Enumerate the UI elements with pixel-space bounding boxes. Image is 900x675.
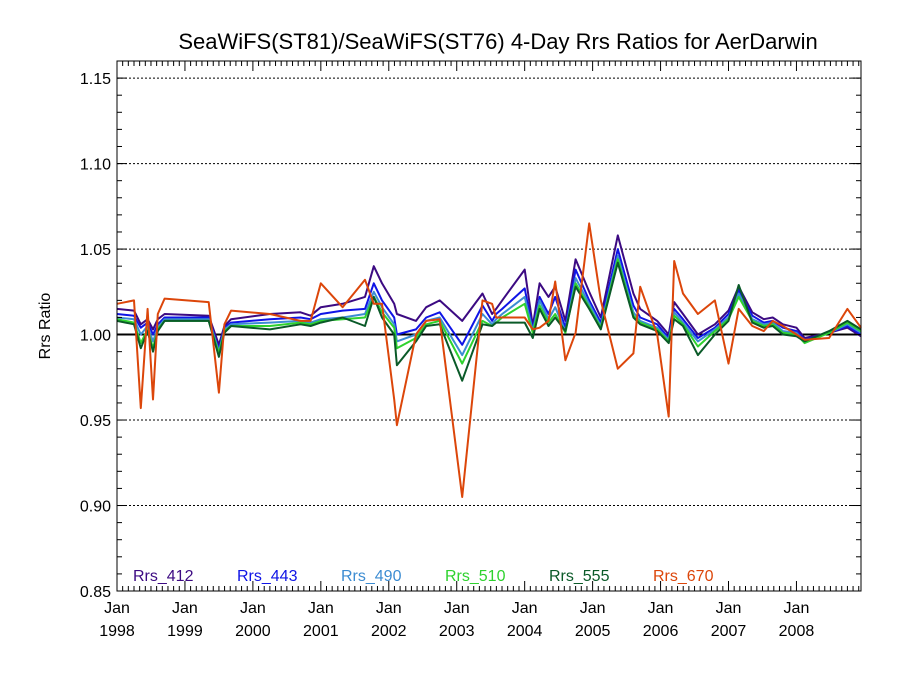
y-tick-label: 1.15 (80, 71, 111, 88)
y-tick-label: 0.95 (80, 413, 111, 430)
legend-entry-rrs-555: Rrs_555 (549, 568, 610, 585)
x-tick-label-year: 2003 (439, 623, 475, 640)
x-tick-label-year: 2001 (303, 623, 339, 640)
legend-entry-rrs-412: Rrs_412 (133, 568, 194, 585)
x-tick-label-month: Jan (308, 600, 334, 617)
series-line-rrs-555 (116, 261, 862, 382)
y-tick-label: 0.90 (80, 499, 111, 516)
x-tick-label-year: 2005 (575, 623, 611, 640)
x-tick-label-year: 1998 (99, 623, 135, 640)
x-tick-label-month: Jan (512, 600, 538, 617)
x-tick-label-year: 2006 (643, 623, 679, 640)
x-tick-label-month: Jan (444, 600, 470, 617)
y-axis-label: Rrs Ratio (37, 293, 54, 360)
series-lines (116, 222, 862, 498)
chart-title: SeaWiFS(ST81)/SeaWiFS(ST76) 4-Day Rrs Ra… (178, 29, 817, 54)
legend-entry-rrs-670: Rrs_670 (653, 568, 714, 585)
y-tick-label: 1.05 (80, 242, 111, 259)
series-line-rrs-670 (116, 222, 862, 498)
x-tick-label-month: Jan (104, 600, 130, 617)
x-tick-label-month: Jan (580, 600, 606, 617)
gridlines (117, 77, 861, 507)
x-tick-label-year: 2008 (779, 623, 815, 640)
x-tick-label-month: Jan (376, 600, 402, 617)
legend: Rrs_412 Rrs_443 Rrs_490 Rrs_510 Rrs_555 Rrs_6… (133, 568, 714, 585)
x-tick-label-year: 2007 (711, 623, 747, 640)
x-tick-labels: Jan 1998 Jan 1999 Jan 2000 Jan 2001 Jan 2002 Jan 20… (99, 600, 814, 640)
x-tick-label-year: 1999 (167, 623, 203, 640)
x-tick-label-year: 2000 (235, 623, 271, 640)
x-tick-label-month: Jan (172, 600, 198, 617)
legend-entry-rrs-510: Rrs_510 (445, 568, 506, 585)
x-tick-label-month: Jan (648, 600, 674, 617)
legend-entry-rrs-490: Rrs_490 (341, 568, 402, 585)
y-tick-label: 1.10 (80, 157, 111, 174)
plot-frame (116, 60, 862, 592)
x-tick-label-month: Jan (716, 600, 742, 617)
y-tick-label: 1.00 (80, 328, 111, 345)
x-tick-label-year: 2004 (507, 623, 543, 640)
x-tick-label-month: Jan (240, 600, 266, 617)
x-tick-label-month: Jan (784, 600, 810, 617)
series-line-rrs-412 (116, 234, 862, 346)
axis-ticks (116, 60, 861, 592)
y-tick-label: 0.85 (80, 584, 111, 601)
y-tick-labels: 0.85 0.90 0.95 1.00 1.05 1.10 1.15 (80, 71, 111, 601)
x-tick-label-year: 2002 (371, 623, 407, 640)
legend-entry-rrs-443: Rrs_443 (237, 568, 298, 585)
